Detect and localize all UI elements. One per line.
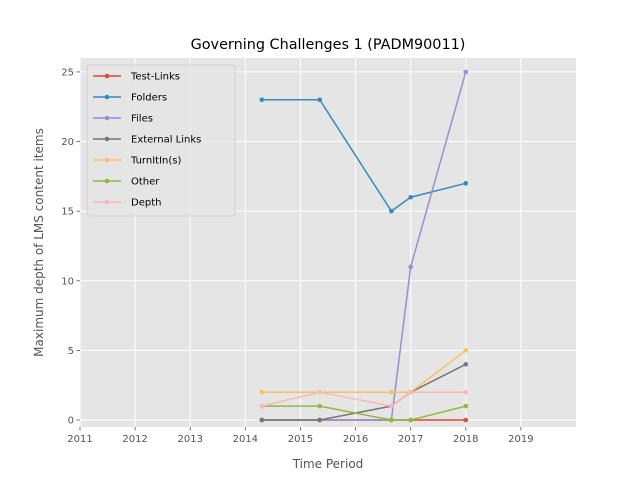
- data-point: [317, 417, 323, 423]
- data-point: [463, 362, 469, 367]
- x-tick-label: 2012: [122, 434, 147, 445]
- data-point: [389, 403, 394, 409]
- x-axis-ticks: 2011 2012 2013 2014 2015 2016 2017 2018 2019: [67, 427, 534, 445]
- x-tick-label: 2015: [288, 434, 313, 445]
- data-point: [259, 417, 265, 423]
- data-point: [463, 417, 469, 423]
- data-point: [389, 417, 394, 423]
- data-point: [317, 389, 323, 395]
- legend-entry: Files: [93, 114, 153, 125]
- legend-box: [86, 64, 236, 217]
- x-tick-label: 2016: [343, 434, 368, 445]
- series-other: [259, 403, 469, 423]
- legend-label: TurnItIn(s): [130, 156, 181, 167]
- legend-marker: [104, 115, 110, 121]
- series-lines: [259, 69, 469, 423]
- data-point: [408, 194, 413, 200]
- data-point: [408, 264, 413, 270]
- legend-marker: [104, 136, 110, 142]
- legend-label: External Links: [131, 135, 201, 146]
- y-axis-ticks: 0 5 10 15 20 25: [61, 67, 80, 427]
- data-point: [463, 181, 469, 186]
- data-point: [408, 389, 413, 395]
- legend-label: Test-Links: [130, 72, 180, 83]
- data-point: [463, 389, 469, 395]
- y-tick-label: 25: [61, 67, 74, 78]
- legend-entry: Other: [93, 177, 160, 188]
- legend-label: Folders: [131, 93, 167, 104]
- legend: Test-Links Folders Files External Links Turn…: [86, 64, 236, 217]
- data-point: [463, 348, 469, 353]
- series-folders: [259, 97, 469, 214]
- data-point: [408, 417, 413, 423]
- y-tick-label: 15: [61, 207, 74, 218]
- data-point: [317, 403, 323, 409]
- y-tick-label: 20: [61, 137, 74, 148]
- legend-label: Depth: [131, 198, 161, 209]
- data-point: [259, 403, 265, 409]
- x-tick-label: 2013: [177, 434, 202, 445]
- series-depth: [259, 389, 469, 409]
- legend-entry: TurnItIn(s): [93, 156, 181, 167]
- data-point: [317, 97, 323, 103]
- legend-entry: Depth: [93, 198, 161, 209]
- legend-label: Other: [131, 177, 160, 188]
- x-tick-label: 2018: [453, 434, 478, 445]
- data-point: [389, 389, 394, 395]
- legend-marker: [104, 157, 110, 163]
- y-tick-label: 10: [61, 276, 74, 287]
- legend-marker: [104, 73, 110, 79]
- legend-entry: Folders: [93, 93, 167, 104]
- data-point: [463, 69, 469, 75]
- y-tick-label: 0: [68, 416, 74, 427]
- y-tick-label: 5: [68, 346, 74, 357]
- x-tick-label: 2011: [67, 434, 92, 445]
- chart-title: Governing Challenges 1 (PADM90011): [191, 37, 466, 53]
- x-tick-label: 2019: [508, 434, 533, 445]
- legend-marker: [104, 178, 110, 184]
- legend-marker: [104, 199, 110, 205]
- data-point: [463, 403, 469, 409]
- y-axis-label: Maximum depth of LMS content items: [32, 128, 46, 357]
- legend-marker: [104, 94, 110, 100]
- legend-entry: External Links: [93, 135, 201, 146]
- x-axis-label: Time Period: [292, 457, 364, 471]
- data-point: [389, 208, 394, 214]
- x-tick-label: 2017: [398, 434, 423, 445]
- data-point: [259, 389, 265, 395]
- x-tick-label: 2014: [233, 434, 258, 445]
- data-point: [259, 97, 265, 103]
- legend-label: Files: [131, 114, 153, 125]
- legend-entry: Test-Links: [93, 72, 180, 83]
